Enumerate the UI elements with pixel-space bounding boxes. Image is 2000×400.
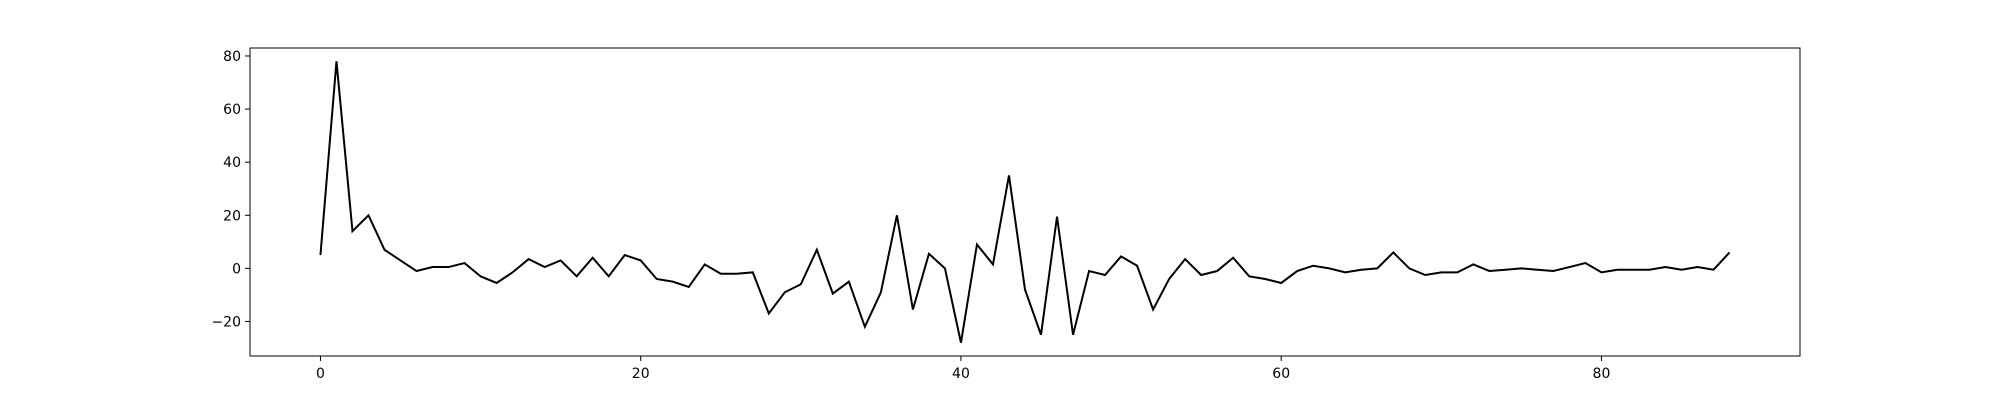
- y-tick-label: 20: [223, 208, 241, 224]
- x-tick-label: 40: [952, 366, 970, 382]
- x-tick-label: 0: [316, 366, 325, 382]
- plot-frame: [249, 47, 1801, 357]
- x-axis: 0 20 40 60 80: [316, 356, 1610, 382]
- x-tick-label: 80: [1593, 366, 1611, 382]
- x-tick-label: 60: [1272, 366, 1290, 382]
- y-tick-label: 80: [223, 49, 241, 65]
- y-tick-label: 60: [223, 102, 241, 118]
- y-tick-label: 0: [232, 261, 241, 277]
- y-tick-label: 40: [223, 155, 241, 171]
- y-axis: −20 0 20 40 60 80: [211, 49, 250, 330]
- x-tick-label: 20: [632, 366, 650, 382]
- y-tick-label: −20: [211, 314, 241, 330]
- series-line: [319, 61, 1731, 343]
